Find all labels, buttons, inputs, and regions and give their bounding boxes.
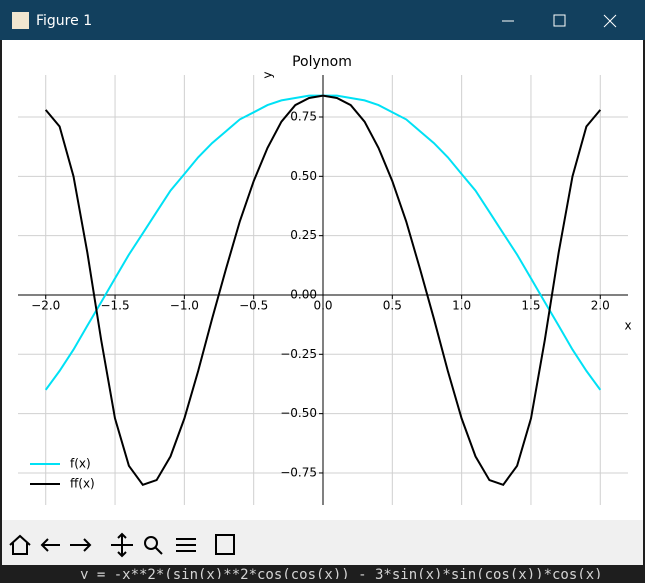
- background-code: y = -x**2*(sin(x)**2*cos(cos(x)) - 3*sin…: [80, 567, 603, 579]
- y-tick-label: −0.50: [280, 406, 317, 420]
- y-tick-label: −0.75: [280, 465, 317, 479]
- y-tick-label: 0.50: [290, 169, 317, 183]
- back-button[interactable]: [40, 538, 60, 552]
- save-button[interactable]: [215, 534, 235, 555]
- window-title: Figure 1: [36, 13, 92, 29]
- toolbar: [2, 520, 643, 565]
- legend-label: f(x): [70, 457, 91, 471]
- chart-title: Polynom: [292, 54, 352, 70]
- x-tick-label: −1.0: [170, 298, 199, 312]
- pan-button[interactable]: [111, 532, 133, 558]
- x-tick-label: −2.0: [31, 298, 60, 312]
- y-tick-label: 0.25: [290, 228, 317, 242]
- forward-button[interactable]: [70, 538, 92, 552]
- x-tick-label: 2.0: [591, 298, 610, 312]
- title-bar: [0, 0, 645, 40]
- series-line: [44, 94, 602, 486]
- x-tick-label: 0.5: [383, 298, 402, 312]
- y-tick-label: 0.75: [290, 110, 317, 124]
- maximize-button[interactable]: [553, 14, 566, 27]
- configure-button[interactable]: [176, 538, 196, 552]
- app-icon: [12, 12, 29, 29]
- y-axis-label: y: [261, 71, 275, 78]
- close-button[interactable]: [603, 14, 617, 28]
- x-tick-label: −1.5: [100, 298, 129, 312]
- x-tick-label: 1.5: [521, 298, 540, 312]
- plot: −2.0 −1.5 −1.0 −0.5 0.0 0.5 1.0 1.5 2.0−0.75−0.5…: [18, 54, 632, 505]
- x-axis-label: x: [624, 319, 631, 333]
- x-tick-label: 1.0: [452, 298, 471, 312]
- zoom-handle: [154, 546, 163, 555]
- zoom-button[interactable]: [144, 536, 158, 550]
- legend-label: ff(x): [70, 477, 95, 491]
- x-tick-label: −0.5: [239, 298, 268, 312]
- y-tick-label: −0.25: [280, 347, 317, 361]
- home-button[interactable]: [9, 534, 31, 555]
